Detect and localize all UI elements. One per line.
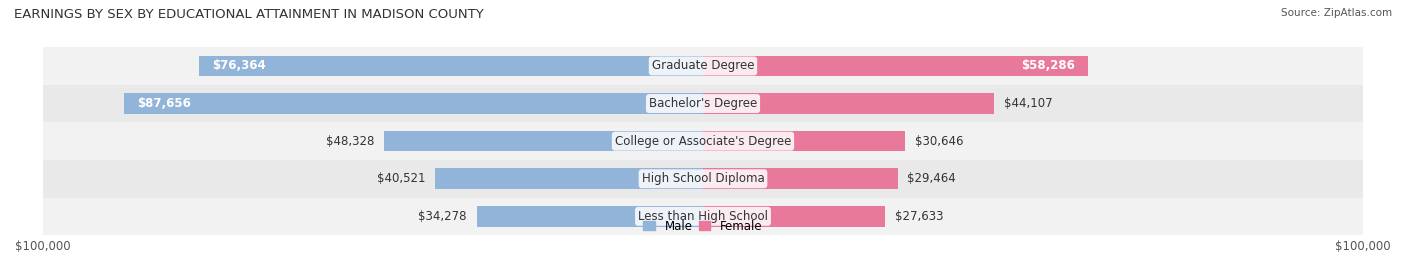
Bar bbox=[703, 206, 886, 227]
Bar bbox=[124, 93, 703, 114]
Text: $76,364: $76,364 bbox=[212, 59, 266, 72]
Bar bbox=[198, 56, 703, 76]
Bar bbox=[42, 198, 1364, 235]
Text: $44,107: $44,107 bbox=[1004, 97, 1053, 110]
Text: College or Associate's Degree: College or Associate's Degree bbox=[614, 135, 792, 148]
Bar bbox=[703, 131, 905, 151]
Text: $27,633: $27,633 bbox=[896, 210, 943, 223]
Bar bbox=[703, 93, 994, 114]
Bar bbox=[42, 47, 1364, 85]
Text: $29,464: $29,464 bbox=[907, 172, 956, 185]
Text: $87,656: $87,656 bbox=[138, 97, 191, 110]
Text: Bachelor's Degree: Bachelor's Degree bbox=[650, 97, 756, 110]
Text: Less than High School: Less than High School bbox=[638, 210, 768, 223]
Text: Graduate Degree: Graduate Degree bbox=[652, 59, 754, 72]
Text: $30,646: $30,646 bbox=[915, 135, 963, 148]
Bar bbox=[703, 56, 1088, 76]
Text: $58,286: $58,286 bbox=[1021, 59, 1074, 72]
Text: High School Diploma: High School Diploma bbox=[641, 172, 765, 185]
Bar bbox=[477, 206, 703, 227]
Bar bbox=[42, 122, 1364, 160]
Bar bbox=[42, 85, 1364, 122]
Bar bbox=[384, 131, 703, 151]
Bar bbox=[703, 168, 897, 189]
Text: Source: ZipAtlas.com: Source: ZipAtlas.com bbox=[1281, 8, 1392, 18]
Bar bbox=[436, 168, 703, 189]
Bar bbox=[42, 160, 1364, 198]
Legend: Male, Female: Male, Female bbox=[644, 220, 762, 233]
Text: EARNINGS BY SEX BY EDUCATIONAL ATTAINMENT IN MADISON COUNTY: EARNINGS BY SEX BY EDUCATIONAL ATTAINMEN… bbox=[14, 8, 484, 21]
Text: $48,328: $48,328 bbox=[326, 135, 374, 148]
Text: $34,278: $34,278 bbox=[419, 210, 467, 223]
Text: $40,521: $40,521 bbox=[377, 172, 426, 185]
